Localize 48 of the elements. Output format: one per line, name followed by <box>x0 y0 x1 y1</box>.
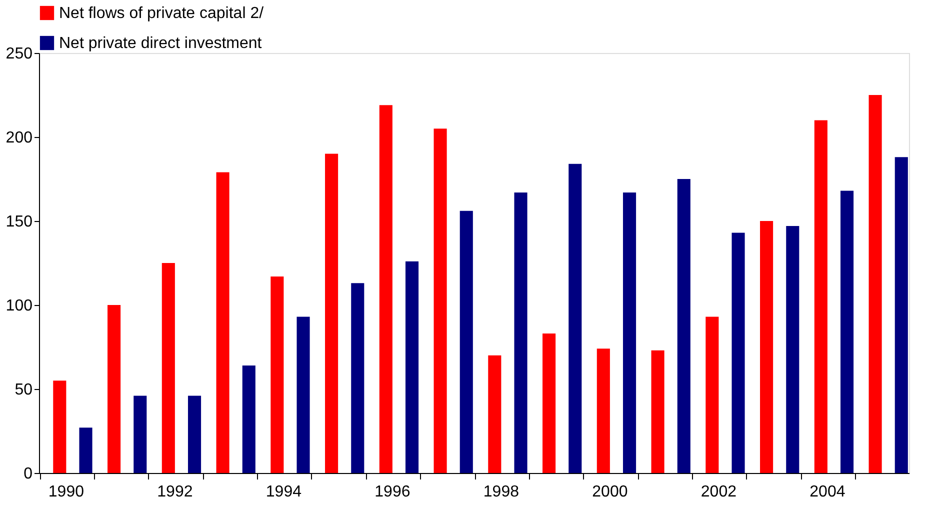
bar <box>596 348 610 473</box>
bar <box>814 120 828 473</box>
x-tick-label: 1994 <box>266 484 302 500</box>
x-tick-label: 1992 <box>157 484 193 500</box>
bar <box>677 179 690 473</box>
bar <box>351 283 364 473</box>
bar <box>732 232 745 473</box>
bar <box>53 380 66 473</box>
x-tick-label: 1998 <box>483 484 520 500</box>
bar <box>568 164 582 473</box>
bar <box>460 210 473 473</box>
bar <box>868 95 882 473</box>
bar <box>542 334 556 473</box>
bar <box>786 226 800 473</box>
bar <box>379 105 392 473</box>
legend-label: Net private direct investment <box>59 35 262 52</box>
bar <box>162 263 175 473</box>
bar <box>840 190 854 473</box>
bar <box>79 428 92 473</box>
bar <box>270 276 284 473</box>
y-tick-label: 100 <box>6 298 33 314</box>
bar <box>108 305 121 473</box>
x-tick-label: 2004 <box>810 484 846 500</box>
y-tick-label: 150 <box>6 214 33 230</box>
x-tick-label: 2000 <box>592 484 628 500</box>
bar <box>242 365 256 473</box>
x-tick-label: 2002 <box>700 484 737 500</box>
bar <box>622 192 636 473</box>
y-tick-label: 250 <box>6 46 33 62</box>
bar <box>434 128 447 473</box>
bar <box>894 157 908 473</box>
x-tick-label: 1990 <box>48 484 84 500</box>
bar <box>488 355 502 473</box>
bar <box>325 154 338 473</box>
legend-label: Net flows of private capital 2/ <box>59 5 264 22</box>
y-tick-label: 50 <box>14 382 33 398</box>
y-tick-label: 200 <box>6 130 33 146</box>
bar <box>405 261 419 473</box>
x-tick-label: 1996 <box>374 484 410 500</box>
y-tick-label: 0 <box>24 466 33 482</box>
bar <box>706 316 719 473</box>
bar <box>216 172 230 473</box>
bar <box>296 316 310 473</box>
bar <box>514 192 528 473</box>
bar <box>188 396 202 473</box>
bar <box>134 396 147 473</box>
bar <box>651 350 664 473</box>
bar <box>760 221 774 473</box>
